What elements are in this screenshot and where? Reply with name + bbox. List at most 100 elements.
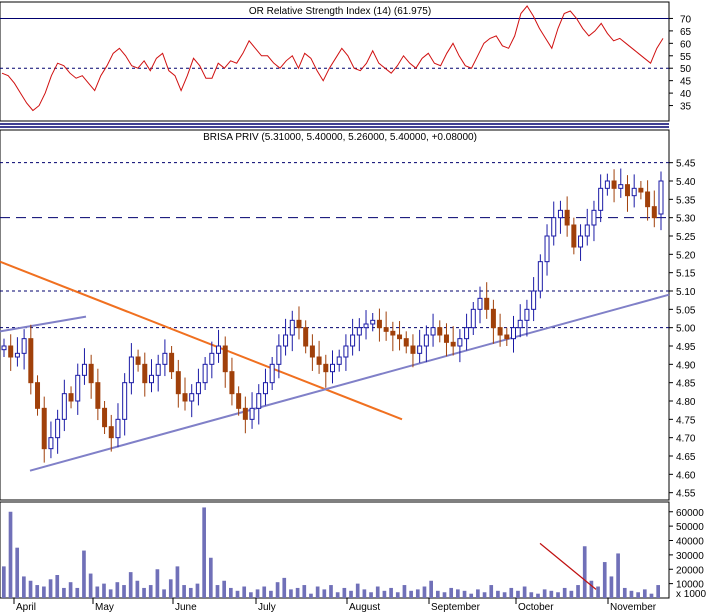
candle: [262, 368, 268, 406]
candle-body: [484, 297, 490, 310]
candle-body: [504, 334, 510, 340]
volume-bar: [128, 572, 133, 598]
price-tick-label: 5.30: [676, 214, 696, 225]
price-tick-label: 4.70: [676, 434, 696, 445]
volume-tick-label: 60000: [676, 508, 704, 519]
candle-body: [222, 345, 228, 373]
volume-bar: [556, 592, 560, 598]
volume-bar: [415, 589, 420, 598]
candle: [115, 403, 121, 448]
candle-body: [578, 235, 584, 248]
volume-bar: [269, 590, 273, 598]
candle-body: [376, 319, 382, 329]
volume-bar: [456, 589, 460, 598]
candle: [457, 329, 463, 363]
price-tick-label: 5.20: [676, 250, 696, 261]
candle: [296, 306, 302, 340]
candle-body: [115, 418, 121, 439]
candle: [584, 208, 590, 246]
candle-body: [175, 371, 181, 395]
candle-body: [544, 235, 550, 263]
volume-bar: [35, 585, 40, 598]
volume-bar: [195, 583, 200, 598]
support-trendline: [29, 293, 670, 472]
volume-bar: [582, 546, 587, 598]
candle-body: [81, 363, 87, 376]
price-tick-label: 5.45: [676, 159, 696, 170]
candle: [578, 224, 584, 261]
candle: [497, 313, 503, 347]
volume-bar: [162, 589, 166, 598]
candle-body: [490, 308, 496, 329]
candle-body: [48, 437, 54, 450]
candle-body: [262, 382, 268, 395]
candle: [283, 318, 289, 356]
candle: [470, 302, 476, 335]
candle: [430, 313, 436, 347]
volume-bar: [389, 587, 393, 598]
rsi-tick-label: 50: [680, 64, 692, 75]
price-tick-label: 5.35: [676, 195, 696, 206]
candle: [142, 352, 148, 397]
candle-body: [95, 382, 101, 409]
candle-body: [128, 356, 134, 384]
price-tick-label: 5.00: [676, 324, 696, 335]
volume-bar: [295, 587, 300, 598]
candle-body: [135, 356, 141, 365]
candle-body: [68, 393, 74, 402]
candle: [276, 334, 282, 379]
volume-bar: [549, 590, 554, 598]
volume-bar: [15, 547, 20, 598]
volume-bar: [649, 593, 654, 598]
candle-body: [102, 407, 108, 428]
candle-body: [557, 209, 563, 219]
month-label: April: [16, 602, 36, 613]
candle: [544, 224, 550, 276]
volume-bar: [322, 589, 327, 598]
volume-bar: [95, 586, 100, 598]
volume-bar: [8, 511, 13, 598]
price-tick-label: 4.85: [676, 379, 696, 390]
volume-bar: [102, 583, 106, 598]
volume-bar: [636, 592, 640, 598]
candle: [1, 338, 7, 357]
candle: [631, 174, 637, 208]
candle: [41, 396, 47, 463]
candle: [403, 331, 409, 354]
candle: [189, 384, 195, 418]
candle: [423, 325, 429, 363]
volume-bar: [609, 576, 614, 598]
candle-body: [571, 224, 577, 248]
price-tick-label: 5.25: [676, 232, 696, 243]
volume-bar: [355, 583, 360, 598]
candle-body: [638, 187, 644, 193]
candle-body: [8, 345, 14, 358]
candle: [128, 343, 134, 395]
candle-body: [464, 327, 470, 340]
volume-bar: [222, 580, 227, 598]
candle: [48, 421, 54, 459]
candle: [135, 349, 141, 372]
candle: [309, 334, 315, 371]
volume-bar: [255, 589, 260, 598]
volume-bar: [342, 587, 347, 598]
volume-bar: [188, 587, 193, 598]
candle: [222, 336, 228, 388]
short-trendline: [0, 315, 87, 333]
candle: [169, 346, 175, 379]
candle: [289, 310, 295, 352]
candle: [443, 323, 449, 357]
volume-bar: [28, 580, 33, 598]
volume-bar: [75, 587, 80, 598]
candle-body: [356, 327, 362, 336]
candle-body: [618, 184, 624, 189]
volume-bar: [229, 587, 233, 598]
price-tick-label: 5.05: [676, 305, 696, 316]
volume-bar: [429, 580, 433, 598]
candle: [618, 168, 624, 198]
candle: [390, 321, 396, 352]
volume-bar: [489, 585, 494, 598]
candle: [564, 196, 570, 237]
candle: [122, 373, 128, 436]
